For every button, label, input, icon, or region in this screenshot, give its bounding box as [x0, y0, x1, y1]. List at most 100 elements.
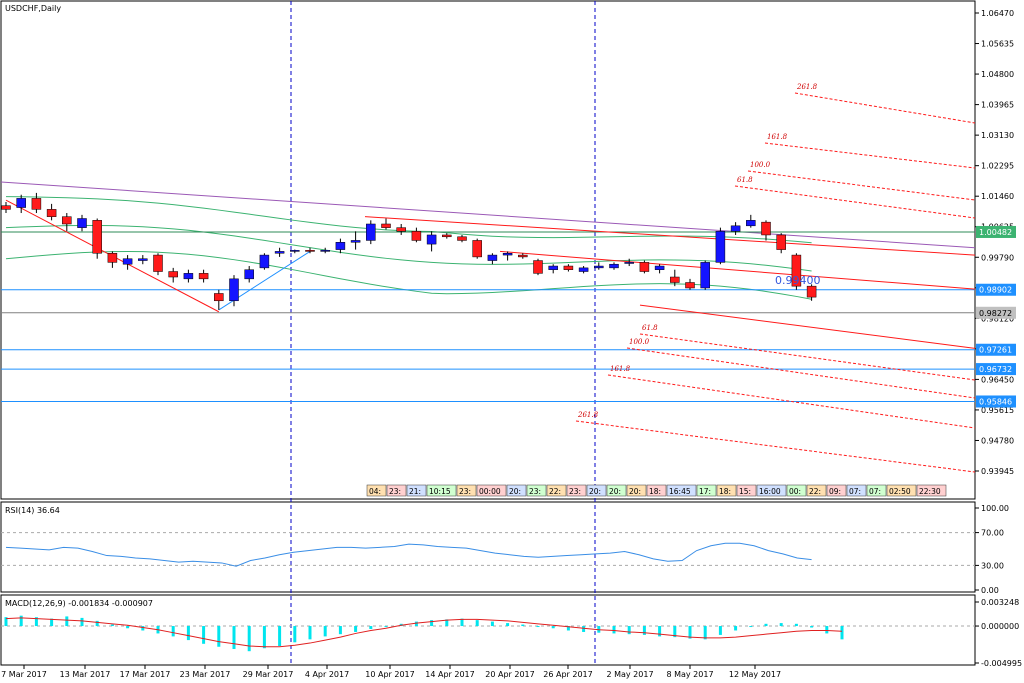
fibonacci-projection — [626, 347, 976, 399]
rsi-axis-label: 70.00 — [981, 529, 1004, 538]
time-label: 07: — [869, 487, 881, 496]
time-label-box — [426, 484, 457, 497]
time-label-box — [476, 484, 507, 497]
macd-axis-label: -0.004995 — [981, 659, 1022, 668]
macd-histogram-bar — [810, 626, 814, 628]
macd-histogram-bar — [354, 626, 358, 632]
candle-body — [533, 260, 543, 274]
candle-body — [229, 278, 239, 302]
macd-plot — [1, 615, 975, 652]
date-axis-label: 13 Mar 2017 — [60, 670, 111, 679]
candle-body — [31, 198, 42, 210]
candle-body — [548, 265, 558, 270]
candle-body — [274, 251, 285, 254]
macd-histogram-bar — [703, 626, 707, 640]
time-label: 20: — [609, 487, 621, 496]
fibonacci-projection — [764, 142, 976, 169]
time-label: 23: — [389, 487, 401, 496]
candle-body — [198, 273, 209, 280]
price-annotation: 0.99400 — [775, 274, 821, 287]
macd-histogram-bar — [460, 618, 464, 627]
rsi-panel-frame — [0, 501, 976, 593]
candle-body — [457, 236, 467, 241]
macd-histogram-bar — [430, 620, 434, 627]
candle-body — [168, 271, 178, 278]
macd-histogram-bar — [521, 624, 525, 627]
time-label: 00:00 — [479, 487, 501, 496]
candle-body — [411, 231, 422, 241]
time-label: 22: — [549, 487, 561, 496]
date-axis-label: 23 Mar 2017 — [180, 670, 231, 679]
macd-histogram-bar — [384, 626, 388, 628]
level-price-label: 0.95846 — [979, 397, 1012, 406]
time-label-strip: 04: 23: 21: 10:15 23: 00:00 20: 23: 22: 23: 20: 20:… — [366, 484, 947, 497]
macd-histogram-bar — [217, 626, 221, 647]
time-label: 07: — [849, 487, 861, 496]
macd-histogram-bar — [186, 626, 190, 641]
candle-body — [244, 269, 254, 280]
fibonacci-projection — [607, 374, 976, 429]
time-label-box — [786, 484, 807, 497]
candle-body — [396, 227, 406, 232]
candle-body — [46, 209, 57, 217]
macd-histogram-bar — [126, 626, 130, 629]
time-label-box — [736, 484, 757, 497]
candle-body — [730, 225, 741, 232]
macd-histogram-bar — [232, 626, 236, 649]
time-label: 23: — [569, 487, 581, 496]
candle-body — [350, 240, 361, 243]
candle-body — [1, 205, 11, 210]
time-label: 20: — [629, 487, 641, 496]
candle-body — [62, 216, 72, 225]
time-label-box — [606, 484, 627, 497]
level-price-label: 0.98272 — [979, 309, 1012, 318]
candle-body — [761, 221, 771, 236]
candle-body — [791, 254, 802, 287]
macd-histogram-bar — [688, 626, 692, 639]
candle-body — [320, 250, 330, 252]
macd-histogram-bar — [551, 626, 555, 629]
macd-histogram-bar — [338, 626, 342, 635]
macd-histogram-bar — [34, 617, 38, 627]
date-axis-label: 29 Mar 2017 — [243, 670, 294, 679]
rsi-line — [5, 542, 812, 567]
time-label: 23: — [459, 487, 471, 496]
rsi-title: RSI(14) 36.64 — [5, 506, 60, 515]
level-price-box — [976, 343, 1016, 356]
candle-body — [335, 242, 346, 250]
candle-body — [77, 218, 87, 228]
macd-histogram-bar — [506, 623, 510, 627]
time-label: 21: — [409, 487, 421, 496]
macd-histogram-bar — [80, 617, 84, 627]
macd-axis-label: 0.000000 — [981, 622, 1019, 631]
candle-body — [259, 254, 270, 269]
macd-histogram-bar — [734, 626, 738, 631]
time-label-box — [806, 484, 827, 497]
macd-histogram-bar — [566, 626, 570, 631]
price-axis-label: 1.01460 — [981, 192, 1014, 201]
macd-histogram-bar — [627, 626, 631, 635]
macd-histogram-bar — [95, 620, 99, 627]
level-price-box — [976, 306, 1016, 319]
rsi-axis-label: 0.00 — [981, 586, 999, 595]
date-axis-label: 8 May 2017 — [666, 670, 713, 679]
macd-histogram-bar — [278, 626, 282, 647]
time-label-box — [666, 484, 697, 497]
time-label-box — [386, 484, 407, 497]
time-label: 23: — [529, 487, 541, 496]
price-axis-label: 0.93945 — [981, 467, 1014, 476]
macd-histogram-bar — [202, 626, 206, 644]
candle-body — [183, 273, 194, 280]
macd-histogram-bar — [794, 623, 798, 627]
candle-body — [624, 262, 634, 264]
candle-body — [305, 250, 315, 252]
candle-body — [578, 267, 589, 272]
time-label-box — [366, 484, 387, 497]
time-label-box — [826, 484, 847, 497]
fibonacci-label: 261.8 — [796, 83, 818, 91]
price-axis-label: 0.95615 — [981, 406, 1014, 415]
date-axis-label: 17 Mar 2017 — [120, 670, 171, 679]
candle-body — [426, 234, 437, 245]
time-label-box — [456, 484, 477, 497]
